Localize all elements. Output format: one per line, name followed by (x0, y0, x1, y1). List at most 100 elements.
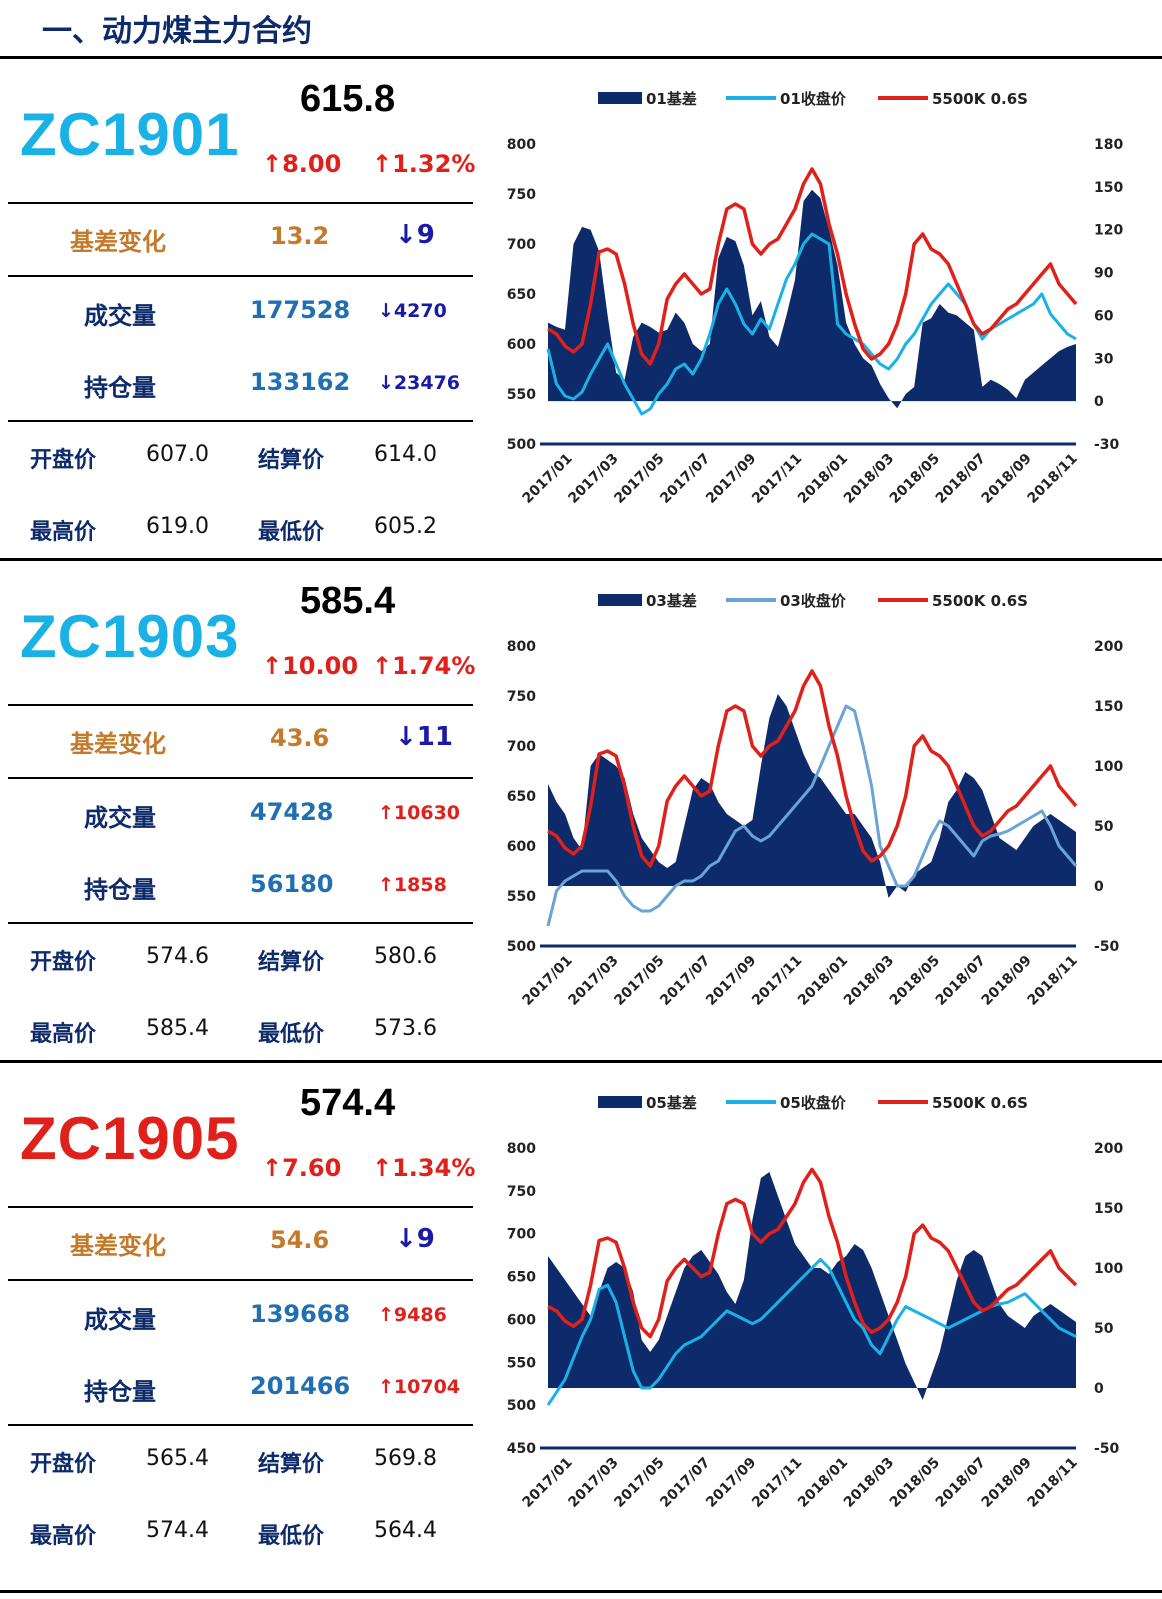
left-tick-label: 800 (507, 1141, 536, 1157)
price-change-abs: ↑8.00 (262, 150, 342, 178)
volume-change: ↑10630 (378, 802, 461, 824)
basis-change: ↓11 (395, 722, 453, 752)
settle-value: 614.0 (374, 442, 437, 467)
settle-value: 580.6 (374, 944, 437, 969)
open-interest-change: ↓23476 (378, 372, 461, 394)
quote-table: ZC1905 574.4 ↑7.60 ↑1.34% 基差变化 54.6 ↓9 成… (0, 1064, 480, 1564)
volume-label: 成交量 (84, 302, 156, 330)
basis-area (548, 189, 1076, 409)
quote-table: ZC1901 615.8 ↑8.00 ↑1.32% 基差变化 13.2 ↓9 成… (0, 60, 480, 560)
basis-price-chart: 03基差 03收盘价 5500K 0.6S500550600650700750800… (507, 592, 1124, 1009)
x-tick-label: 2018/11 (1025, 451, 1081, 507)
low-value: 573.6 (374, 1016, 437, 1041)
right-tick-label: -50 (1094, 1441, 1120, 1457)
right-tick-label: 120 (1094, 223, 1123, 239)
divider (8, 1206, 473, 1208)
open-label: 开盘价 (30, 950, 97, 975)
open-value: 574.6 (146, 944, 209, 969)
high-value: 585.4 (146, 1016, 209, 1041)
legend-entry: 05基差 (646, 1094, 697, 1112)
left-tick-label: 500 (507, 939, 536, 955)
low-label: 最低价 (258, 1022, 325, 1047)
right-tick-label: 30 (1094, 351, 1114, 367)
right-tick-label: 200 (1094, 639, 1123, 655)
high-value: 574.4 (146, 1518, 209, 1543)
left-tick-label: 700 (507, 1227, 536, 1243)
low-value: 605.2 (374, 514, 437, 539)
open-interest-label: 持仓量 (84, 1378, 156, 1406)
left-tick-label: 750 (507, 689, 536, 705)
spot-price-line (547, 167, 1078, 366)
legend-entry: 03基差 (646, 592, 697, 610)
right-tick-label: 150 (1094, 180, 1123, 196)
legend-swatch-basis (598, 1096, 642, 1108)
basis-change: ↓9 (395, 220, 435, 250)
legend-entry: 5500K 0.6S (932, 592, 1028, 610)
legend-entry: 5500K 0.6S (932, 90, 1028, 108)
open-value: 607.0 (146, 442, 209, 467)
volume-value: 47428 (250, 798, 334, 826)
right-tick-label: -30 (1094, 437, 1120, 453)
page-title: 一、动力煤主力合约 (42, 14, 312, 49)
contract-code: ZC1901 (20, 101, 240, 168)
legend-entry: 03收盘价 (780, 592, 847, 610)
basis-value: 54.6 (270, 1226, 330, 1254)
left-tick-label: 700 (507, 237, 536, 253)
x-tick-label: 2018/11 (1025, 1455, 1081, 1511)
open-interest-value: 56180 (250, 870, 334, 898)
open-interest-change: ↑10704 (378, 1376, 461, 1398)
left-tick-label: 700 (507, 739, 536, 755)
basis-area (548, 694, 1076, 898)
left-tick-label: 650 (507, 1270, 536, 1286)
panel-divider (0, 558, 1162, 561)
legend-entry: 01基差 (646, 90, 697, 108)
price-change-pct: ↑1.34% (372, 1154, 476, 1182)
low-label: 最低价 (258, 520, 325, 545)
basis-value: 43.6 (270, 724, 330, 752)
right-tick-label: 90 (1094, 266, 1114, 282)
right-tick-label: 100 (1094, 1261, 1123, 1277)
last-price: 585.4 (300, 580, 396, 622)
right-tick-label: 100 (1094, 759, 1123, 775)
divider (8, 275, 473, 277)
left-tick-label: 550 (507, 889, 536, 905)
quote-table: ZC1903 585.4 ↑10.00 ↑1.74% 基差变化 43.6 ↓11… (0, 562, 480, 1062)
basis-area (548, 1172, 1076, 1400)
settle-label: 结算价 (258, 950, 325, 975)
divider (8, 922, 473, 924)
low-label: 最低价 (258, 1524, 325, 1549)
high-label: 最高价 (30, 1524, 97, 1549)
panel-divider (0, 1060, 1162, 1063)
contract-code: ZC1903 (20, 603, 240, 670)
contract-panel: ZC1901 615.8 ↑8.00 ↑1.32% 基差变化 13.2 ↓9 成… (0, 60, 1162, 560)
right-tick-label: 60 (1094, 308, 1114, 324)
left-tick-label: 650 (507, 287, 536, 303)
left-tick-label: 500 (507, 437, 536, 453)
open-value: 565.4 (146, 1446, 209, 1471)
basis-value: 13.2 (270, 222, 330, 250)
low-value: 564.4 (374, 1518, 437, 1543)
open-interest-change: ↑1858 (378, 874, 447, 896)
contract-code: ZC1905 (20, 1105, 240, 1172)
price-change-pct: ↑1.32% (372, 150, 476, 178)
x-tick-label: 2018/11 (1025, 953, 1081, 1009)
right-tick-label: 0 (1094, 1381, 1104, 1397)
right-tick-label: 0 (1094, 394, 1104, 410)
divider (8, 202, 473, 204)
high-label: 最高价 (30, 520, 97, 545)
volume-label: 成交量 (84, 1306, 156, 1334)
open-interest-label: 持仓量 (84, 876, 156, 904)
contract-panel: ZC1903 585.4 ↑10.00 ↑1.74% 基差变化 43.6 ↓11… (0, 562, 1162, 1062)
divider (8, 1279, 473, 1281)
price-change-pct: ↑1.74% (372, 652, 476, 680)
volume-change: ↓4270 (378, 300, 447, 322)
price-change-abs: ↑10.00 (262, 652, 359, 680)
high-label: 最高价 (30, 1022, 97, 1047)
left-tick-label: 500 (507, 1398, 536, 1414)
divider (8, 1424, 473, 1426)
right-tick-label: 150 (1094, 1201, 1123, 1217)
right-tick-label: 0 (1094, 879, 1104, 895)
basis-change: ↓9 (395, 1224, 435, 1254)
left-tick-label: 650 (507, 789, 536, 805)
divider (8, 704, 473, 706)
